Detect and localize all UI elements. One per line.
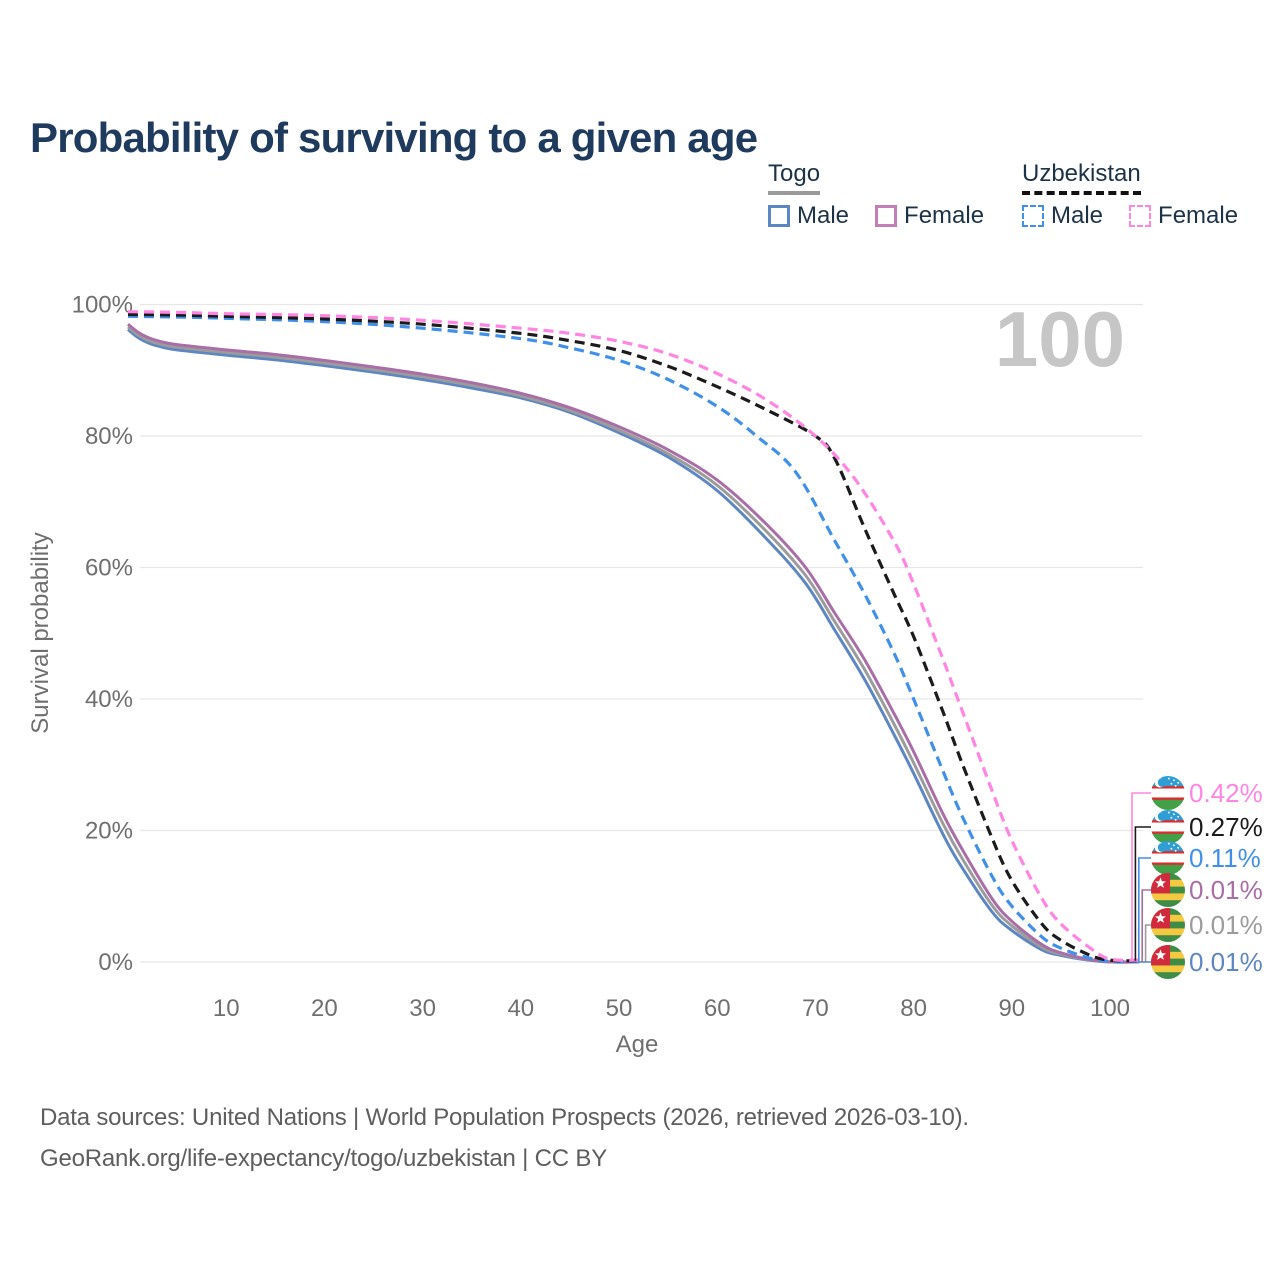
- x-tick-label: 60: [704, 995, 731, 1022]
- y-tick-label: 40%: [85, 686, 133, 713]
- y-tick-label: 20%: [85, 818, 133, 845]
- flag-icon-uzbekistan: [1151, 776, 1185, 810]
- x-tick-label: 20: [311, 995, 338, 1022]
- flag-icon-togo: [1151, 908, 1185, 942]
- leader-line: [1134, 826, 1151, 961]
- x-tick-label: 100: [1090, 995, 1130, 1022]
- legend-item-togo-female[interactable]: Female: [875, 202, 984, 230]
- uzbekistan-female-swatch-icon: [1129, 205, 1152, 227]
- footer-attribution: GeoRank.org/life-expectancy/togo/uzbekis…: [40, 1144, 607, 1172]
- end-value-label: 0.01%: [1189, 947, 1263, 977]
- survival-curve-uz-male: [127, 314, 1140, 964]
- survival-curve-tg-female: [127, 323, 1140, 964]
- y-tick-label: 100%: [72, 292, 133, 319]
- legend-item-togo-male[interactable]: Male: [768, 202, 849, 230]
- x-axis-title: Age: [616, 1031, 659, 1058]
- uzbekistan-male-swatch-icon: [1022, 205, 1044, 227]
- leader-line: [1141, 889, 1151, 962]
- legend-label: Female: [1158, 202, 1239, 229]
- x-tick-label: 10: [213, 995, 240, 1022]
- x-tick-label: 50: [606, 995, 633, 1022]
- footer-data-sources: Data sources: United Nations | World Pop…: [40, 1104, 969, 1131]
- y-tick-label: 80%: [85, 423, 133, 450]
- flag-icon-togo: [1151, 873, 1185, 907]
- legend-label: Female: [904, 202, 985, 229]
- survival-curve-uz-all: [127, 312, 1140, 963]
- end-value-label: 0.01%: [1189, 875, 1263, 905]
- footer: Data sources: United Nations | World Pop…: [40, 1098, 969, 1180]
- end-value-label: 0.11%: [1189, 843, 1261, 873]
- x-tick-label: 30: [409, 995, 436, 1022]
- legend-group-uzbekistan: Uzbekistan Male Female: [1022, 160, 1238, 230]
- legend-country-uzbekistan[interactable]: Uzbekistan: [1022, 160, 1141, 195]
- survival-curve-uz-female: [127, 310, 1140, 962]
- x-tick-label: 70: [802, 995, 829, 1022]
- legend-item-uzbekistan-male[interactable]: Male: [1022, 202, 1103, 230]
- y-tick-label: 0%: [98, 949, 133, 976]
- survival-curve-tg-male: [127, 328, 1140, 964]
- legend-item-uzbekistan-female[interactable]: Female: [1129, 202, 1238, 230]
- legend-label: Male: [1051, 202, 1104, 229]
- age-watermark: 100: [995, 295, 1125, 383]
- leader-line: [1131, 792, 1151, 960]
- legend-country-togo[interactable]: Togo: [768, 160, 821, 195]
- leader-line: [1144, 924, 1151, 962]
- togo-male-swatch-icon: [768, 205, 790, 227]
- survival-curve-tg-all: [127, 325, 1140, 964]
- flag-icon-togo: [1151, 945, 1185, 979]
- end-value-label: 0.27%: [1189, 812, 1263, 842]
- y-axis-title: Survival probability: [27, 532, 54, 733]
- flag-icon-uzbekistan: [1151, 810, 1185, 844]
- x-tick-label: 80: [900, 995, 927, 1022]
- togo-female-swatch-icon: [875, 205, 898, 227]
- flag-icon-uzbekistan: [1151, 841, 1185, 875]
- legend-label: Male: [797, 202, 850, 229]
- end-value-label: 0.01%: [1189, 910, 1263, 940]
- x-tick-label: 40: [507, 995, 534, 1022]
- end-value-label: 0.42%: [1189, 778, 1263, 808]
- leader-line: [1138, 857, 1151, 962]
- y-tick-label: 60%: [85, 555, 133, 582]
- legend-group-togo: Togo Male Female: [768, 160, 984, 230]
- page-title: Probability of surviving to a given age: [30, 114, 758, 162]
- x-tick-label: 90: [998, 995, 1025, 1022]
